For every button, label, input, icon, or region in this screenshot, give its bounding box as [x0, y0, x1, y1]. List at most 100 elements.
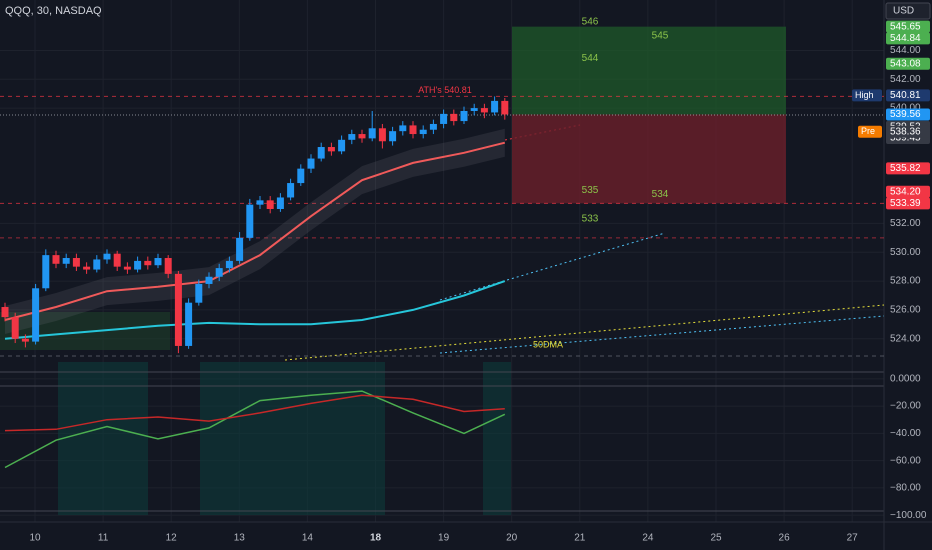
candle-body: [154, 258, 162, 266]
candle-body: [419, 129, 427, 135]
candle-body: [62, 258, 70, 264]
x-tick-label: 25: [710, 533, 722, 544]
candle-body: [72, 258, 80, 267]
currency[interactable]: USD: [893, 6, 914, 17]
box-label: 544: [582, 53, 599, 64]
candle-body: [327, 147, 335, 152]
price-tag-label: 533.39: [890, 198, 921, 209]
candle-body: [185, 302, 193, 346]
ema-band: [5, 128, 505, 334]
candle-body: [378, 128, 386, 142]
candle-body: [1, 307, 9, 318]
price-tag: [886, 32, 930, 45]
candle-body: [266, 200, 274, 210]
candle-body: [450, 113, 458, 122]
candle-body: [83, 266, 91, 270]
y-tick-label: 544.00: [890, 45, 921, 56]
y2-tick-label: −20.00: [890, 401, 921, 412]
candle-body: [440, 113, 448, 124]
candle-body: [470, 108, 478, 111]
y-tick-label: 530.00: [890, 247, 921, 258]
candle-body: [460, 110, 468, 122]
y-tick-label: 526.00: [890, 305, 921, 316]
candle-body: [11, 317, 19, 339]
candle-body: [32, 288, 40, 342]
y-tick-label: 542.00: [890, 74, 921, 85]
candle-body: [215, 268, 223, 277]
annotation: ATH's 540.81: [418, 85, 472, 95]
x-tick-label: 20: [506, 533, 518, 544]
candle-body: [205, 276, 213, 284]
candle-body: [103, 253, 111, 260]
price-tag: [886, 20, 930, 33]
x-tick-label: 11: [98, 533, 109, 544]
price-tag-label: 539.45: [890, 133, 921, 144]
price-tag-label: 540.81: [890, 90, 921, 101]
candle-body: [501, 100, 509, 115]
y2-tick-label: −100.00: [890, 510, 927, 521]
x-tick-label: 21: [574, 533, 586, 544]
candle-body: [491, 100, 499, 113]
box-label: 534: [652, 189, 669, 200]
candle-body: [195, 283, 203, 303]
candle-body: [276, 197, 284, 210]
candle-body: [93, 259, 101, 270]
annotation: 50DMA: [533, 339, 563, 349]
candle-body: [287, 183, 295, 198]
candle-body: [297, 168, 305, 184]
price-tag: [886, 108, 930, 121]
price-tag: [886, 185, 930, 198]
price-tag-label: 534.20: [890, 186, 921, 197]
candle-body: [236, 237, 244, 261]
currency-box[interactable]: [885, 2, 931, 20]
candle-body: [399, 125, 407, 132]
tag-box: [858, 125, 882, 138]
trend-line: [284, 304, 885, 361]
loss-zone: [512, 114, 786, 204]
oscillator-line: [4, 394, 505, 432]
x-tick-label: 10: [29, 533, 41, 544]
overlay-line: [4, 280, 506, 340]
price-tag-label: 544.84: [890, 33, 921, 44]
x-tick-label: 13: [234, 533, 246, 544]
candle-body: [174, 273, 182, 346]
box-label: 535: [582, 185, 599, 196]
candle-body: [42, 255, 50, 289]
symbol: QQQ, 30, NASDAQ: [5, 5, 102, 17]
y2-tick-label: 0.0000: [890, 373, 921, 384]
tag-label: High: [855, 90, 874, 100]
shade: [483, 362, 511, 515]
candle-body: [225, 260, 233, 269]
price-tag-label: 545.65: [890, 21, 921, 32]
price-tag-label: 539.56: [890, 109, 921, 120]
trend-line: [439, 315, 885, 354]
candle-body: [307, 158, 315, 169]
candle-body: [123, 266, 131, 270]
x-tick-label: 18: [370, 533, 382, 544]
candle-body: [113, 253, 121, 267]
price-tag: [886, 162, 930, 175]
shade: [58, 362, 148, 515]
y2-tick-label: −40.00: [890, 428, 921, 439]
candle-body: [144, 260, 152, 266]
y-tick-label: 540.00: [890, 103, 921, 114]
trend-line: [439, 232, 666, 301]
candle-body: [52, 255, 60, 264]
price-tag-label: 538.36: [890, 126, 921, 137]
tag-label: Pre: [861, 126, 875, 136]
tag-box: [852, 89, 882, 102]
candle-body: [409, 125, 417, 135]
x-tick-label: 14: [302, 533, 314, 544]
y-tick-label: 532.00: [890, 218, 921, 229]
candle-body: [134, 260, 142, 270]
overlay-line: [4, 141, 506, 321]
price-tag: [886, 57, 930, 70]
x-tick-label: 24: [642, 533, 654, 544]
candle-body: [21, 338, 29, 342]
candle-body: [256, 200, 264, 205]
candle-body: [480, 108, 488, 113]
box-label: 533: [582, 214, 599, 225]
candle-body: [164, 258, 172, 274]
x-tick-label: 12: [166, 533, 178, 544]
